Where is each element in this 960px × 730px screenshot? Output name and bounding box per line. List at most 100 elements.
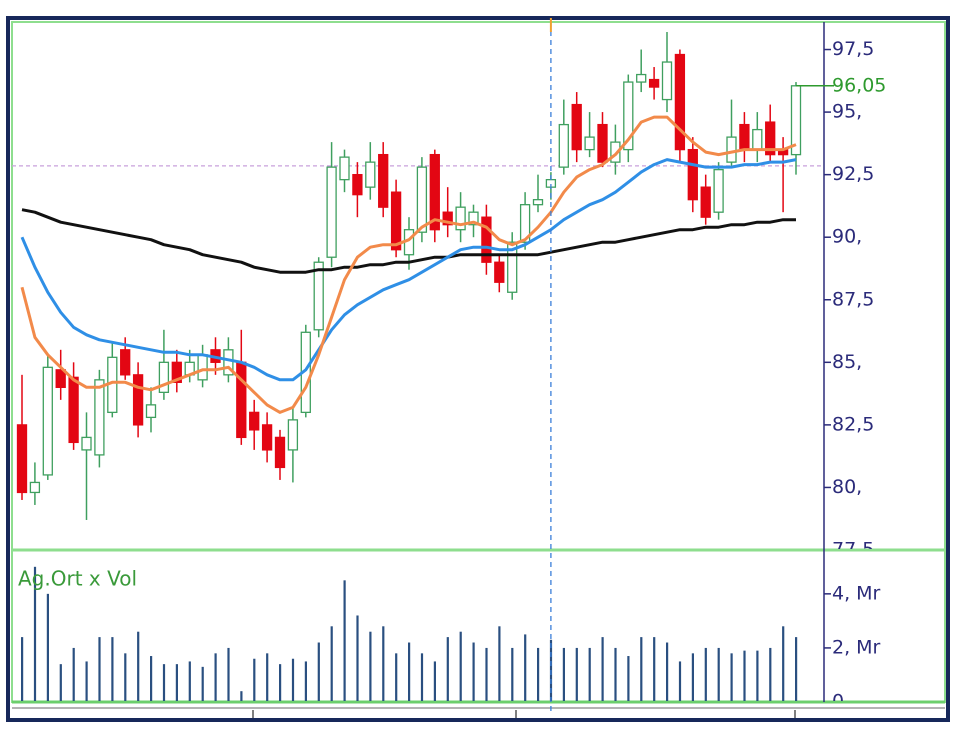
- candle-body: [145, 404, 157, 419]
- candle-body: [326, 166, 337, 258]
- candle-body: [81, 436, 92, 451]
- volume-bar: [369, 631, 372, 701]
- volume-bar: [291, 658, 295, 701]
- volume-bar: [150, 656, 153, 701]
- volume-bar: [240, 691, 243, 701]
- candle-body: [42, 366, 53, 476]
- outer-frame: [6, 16, 950, 722]
- plot-frame: [11, 21, 946, 703]
- candle-body: [468, 211, 479, 226]
- volume-bar: [795, 637, 798, 701]
- volume-bar: [408, 642, 411, 701]
- y-tick-label: 95,: [832, 101, 862, 123]
- candle-body: [197, 354, 208, 381]
- candle-body: [261, 424, 273, 451]
- price-plot: 97,5 95, 92,5 90, 87,5 85, 82,5 80, 77,5: [12, 32, 874, 549]
- volume-bar: [524, 634, 527, 701]
- candle-body: [700, 186, 711, 218]
- candle-body: [352, 173, 363, 196]
- candle-body: [726, 136, 737, 163]
- candle-body: [223, 349, 234, 376]
- volume-bar: [782, 626, 785, 701]
- volume-bar: [304, 661, 307, 701]
- candle-body: [429, 153, 440, 231]
- volume-bar: [537, 647, 540, 701]
- volume-bar: [743, 650, 746, 701]
- candle-body: [636, 73, 647, 83]
- y-tick-label: 92,5: [832, 163, 874, 185]
- volume-panel: 4, Mr 2, Mr 0: [21, 566, 881, 701]
- volume-bar: [498, 626, 501, 701]
- volume-bar: [137, 631, 140, 701]
- candle-body: [158, 361, 170, 394]
- price-panel: 97,5 95, 92,5 90, 87,5 85, 82,5 80, 77,5 96,05: [12, 32, 886, 549]
- candle-body: [752, 128, 763, 151]
- candle-body: [597, 123, 608, 163]
- volume-bar: [330, 626, 333, 701]
- y-tick-label: 82,5: [832, 413, 874, 435]
- candle-body: [558, 123, 569, 168]
- volume-bar: [704, 647, 707, 701]
- volume-bar: [85, 661, 88, 701]
- volume-bar: [627, 656, 630, 701]
- candle-body: [571, 103, 582, 151]
- volume-bar: [446, 637, 449, 701]
- volume-bar: [485, 647, 488, 701]
- volume-bar: [614, 647, 617, 701]
- volume-bar: [188, 661, 191, 701]
- y-tick-label: 80,: [832, 476, 862, 498]
- volume-bar: [640, 637, 643, 701]
- candle-body: [713, 168, 724, 213]
- candle-body: [55, 369, 66, 388]
- volume-bar: [666, 642, 669, 701]
- volume-bar: [356, 615, 359, 701]
- volume-plot: 4, Mr 2, Mr 0: [21, 566, 881, 701]
- candle-body: [249, 411, 260, 431]
- candle-body: [120, 349, 131, 376]
- volume-bar: [588, 647, 591, 701]
- volume-bar: [382, 626, 385, 701]
- y-tick-label: 87,5: [832, 288, 874, 310]
- volume-bar: [575, 647, 578, 701]
- volume-bar: [769, 647, 772, 701]
- y-tick-label: 4, Mr: [832, 582, 881, 604]
- candle-body: [494, 261, 505, 283]
- volume-bar: [395, 653, 398, 701]
- volume-bar: [717, 647, 720, 701]
- candle-body: [481, 216, 492, 263]
- candle-body: [765, 121, 776, 156]
- volume-bar: [266, 653, 269, 701]
- volume-bar: [59, 664, 62, 701]
- volume-bar: [111, 637, 114, 701]
- volume-bar: [21, 637, 24, 701]
- volume-bar: [420, 653, 424, 701]
- candle-body: [313, 261, 324, 331]
- candle-body: [94, 379, 105, 456]
- volume-bar: [46, 593, 49, 701]
- candle-body: [532, 199, 544, 206]
- volume-bar: [601, 637, 604, 701]
- candle-body: [648, 78, 660, 88]
- candle-body: [171, 361, 182, 383]
- candle-body: [661, 61, 673, 101]
- y-tick-label: 90,: [832, 226, 862, 248]
- candle-body: [29, 481, 41, 494]
- candle-body: [442, 211, 453, 226]
- candle-body: [674, 53, 686, 151]
- candle-body: [519, 204, 531, 243]
- candle-body: [390, 191, 402, 251]
- volume-bar: [124, 653, 127, 701]
- y-tick-label: 85,: [832, 351, 862, 373]
- volume-bar: [227, 647, 230, 701]
- candle-body: [610, 141, 621, 163]
- moving-average-line: [20, 158, 797, 382]
- volume-bar: [214, 653, 217, 701]
- moving-average-line: [21, 208, 796, 274]
- candle-body: [623, 81, 634, 151]
- volume-bar: [756, 650, 759, 701]
- volume-bar: [72, 647, 75, 701]
- candle-body: [132, 374, 144, 426]
- volume-bar: [201, 666, 204, 701]
- volume-bar: [317, 642, 320, 701]
